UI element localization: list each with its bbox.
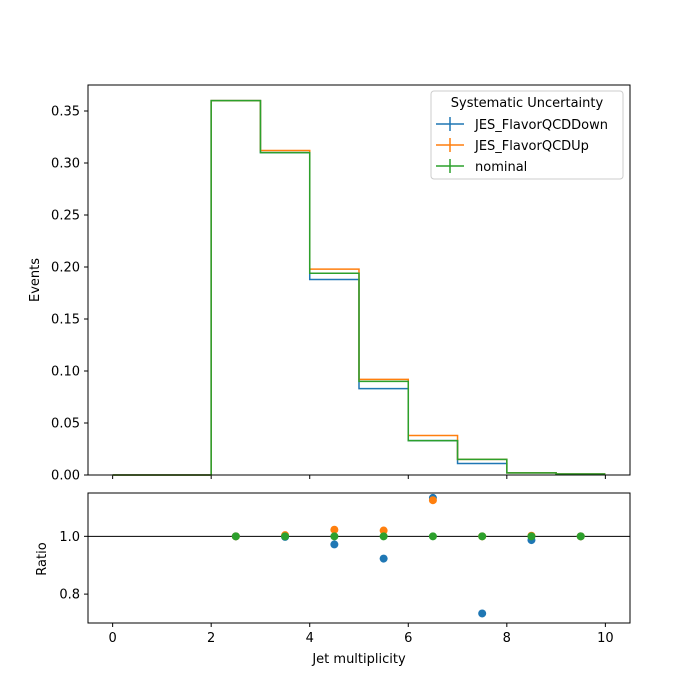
x-axis-label: Jet multiplicity [311, 652, 406, 667]
legend-entry: JES_FlavorQCDDown [436, 117, 608, 133]
ratio-point-nominal [527, 532, 536, 541]
ratio-point-nominal [576, 532, 585, 541]
main-y-tick-label: 0.00 [51, 469, 80, 484]
main-y-tick-label: 0.25 [51, 209, 80, 224]
main-y-tick-label: 0.30 [51, 157, 80, 172]
ratio-x-tick-label: 10 [597, 631, 614, 646]
ratio-point-nominal [231, 532, 240, 541]
main-series-group [112, 99, 606, 476]
legend-title: Systematic Uncertainty [451, 96, 604, 111]
main-y-tick-label: 0.20 [51, 261, 80, 276]
legend: Systematic Uncertainty JES_FlavorQCDDown… [430, 90, 624, 180]
legend-box [430, 90, 624, 180]
ratio-point-nominal [330, 532, 339, 541]
ratio-point-JES_FlavorQCDUp [379, 526, 388, 535]
histogram-series-nominal [112, 99, 606, 476]
ratio-x-tick-label: 4 [306, 631, 314, 646]
legend-label: JES_FlavorQCDUp [474, 139, 589, 154]
main-y-tick-label: 0.15 [51, 313, 80, 328]
ratio-point-JES_FlavorQCDUp [330, 525, 339, 534]
ratio-y-tick-label: 0.8 [59, 588, 80, 603]
main-y-tick-label: 0.35 [51, 105, 80, 120]
ratio-axes-frame [87, 492, 631, 624]
ratio-x-tick-label: 6 [404, 631, 412, 646]
ratio-axis-ticks: 0.8 1.0 0 2 4 6 8 10 [59, 530, 613, 646]
ratio-point-JES_FlavorQCDUp [428, 496, 437, 505]
ratio-point-nominal [281, 532, 290, 541]
legend-label: JES_FlavorQCDDown [474, 118, 608, 133]
main-axes-frame [87, 84, 631, 476]
ratio-x-tick-label: 8 [503, 631, 511, 646]
ratio-point-nominal [428, 532, 437, 541]
ratio-point-JES_FlavorQCDDown [330, 540, 339, 549]
legend-entry: JES_FlavorQCDUp [436, 138, 589, 154]
ratio-point-nominal [478, 532, 487, 541]
main-axis-ticks: 0.00 0.05 0.10 0.15 0.20 0.25 0.30 0.35 [51, 105, 606, 484]
ratio-y-axis-label: Ratio [35, 542, 50, 575]
ratio-points-group [231, 493, 585, 618]
ratio-panel: 0.8 1.0 0 2 4 6 8 10 Ratio Jet multiplicity [35, 492, 631, 667]
ratio-x-tick-label: 0 [108, 631, 116, 646]
main-y-tick-label: 0.05 [51, 417, 80, 432]
legend-entry: nominal [436, 159, 527, 175]
main-y-tick-label: 0.10 [51, 365, 80, 380]
legend-label: nominal [475, 160, 527, 175]
ratio-y-tick-label: 1.0 [59, 530, 80, 545]
ratio-point-JES_FlavorQCDDown [478, 609, 487, 618]
ratio-x-tick-label: 2 [207, 631, 215, 646]
ratio-point-nominal [379, 532, 388, 541]
ratio-point-JES_FlavorQCDDown [379, 554, 388, 563]
main-y-axis-label: Events [28, 258, 43, 302]
main-panel: 0.000.050.100.150.200.250.300.35 Events … [28, 84, 631, 484]
